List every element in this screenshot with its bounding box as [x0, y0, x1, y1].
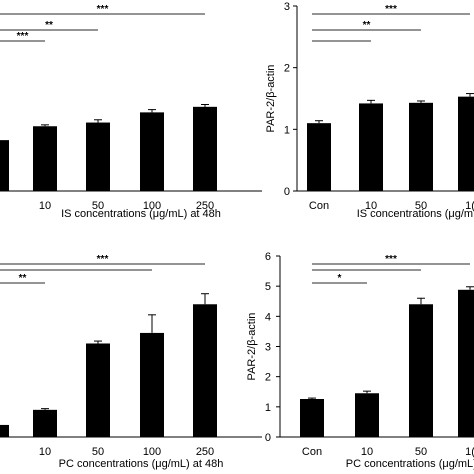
panel2-x-tick-label: 50: [415, 200, 427, 212]
panel2-bar: [307, 123, 331, 191]
panel1-significance-label: ***: [97, 4, 109, 15]
panel1-significance-label: ***: [17, 31, 29, 42]
panel4-bar: [409, 304, 433, 437]
panel4-x-tick-label: 10: [361, 446, 373, 458]
panel4-y-axis-title: PAR-2/β-actin: [246, 313, 258, 381]
panel1-bar: [0, 140, 9, 191]
panel2-x-tick-label: 10: [365, 200, 377, 212]
panel2-significance-label: ***: [385, 4, 397, 15]
panel4-y-tick-label: 4: [265, 311, 271, 323]
panel4-y-tick-label: 6: [265, 251, 271, 263]
panel3-bar: [140, 332, 164, 437]
panel2-bar: [458, 96, 474, 191]
panel2-y-tick-label: 3: [284, 1, 290, 13]
panel4-y-tick-label: 2: [265, 372, 271, 384]
panel3-x-tick-label: 100: [143, 446, 161, 458]
panel4-y-tick-label: 1: [265, 402, 271, 414]
panel1-x-tick-label: 250: [196, 200, 214, 212]
panel2-y-tick-label: 0: [284, 186, 290, 198]
panel4-y-tick-label: 3: [265, 342, 271, 354]
panel2-x-tick-label: 1(: [465, 200, 474, 212]
panel4-x-axis-title: PC concentrations (μg/mL) at 4: [346, 458, 474, 470]
panel3-significance-label: ***: [97, 254, 109, 265]
panel2-y-tick-label: 2: [284, 63, 290, 75]
panel2-y-tick-label: 1: [284, 124, 290, 136]
panel1-bar: [86, 122, 110, 191]
panel1-bar: [193, 106, 217, 191]
panel1-x-tick-label: 10: [39, 200, 51, 212]
panel1-bar: [140, 112, 164, 191]
panel3-bar: [0, 424, 9, 437]
panel1-significance-label: **: [45, 20, 53, 31]
panel3-x-axis-title: PC concentrations (μg/mL) at 48h: [59, 458, 224, 470]
panel3-bar: [33, 409, 57, 437]
panel4-y-tick-label: 0: [265, 432, 271, 444]
panel2-x-axis-title: IS concentrations (μg/mL) at 4: [357, 208, 474, 220]
panel4-x-tick-label: 1(: [465, 446, 474, 458]
panel4-y-tick-label: 5: [265, 281, 271, 293]
panel1-x-tick-label: 50: [92, 200, 104, 212]
panel2-x-tick-label: Con: [309, 200, 329, 212]
panel3-x-tick-label: 10: [39, 446, 51, 458]
panel2-bar: [359, 103, 383, 191]
panel2-bar: [409, 102, 433, 191]
panel1-x-tick-label: 100: [143, 200, 161, 212]
panel3-x-tick-label: 50: [92, 446, 104, 458]
panel4-significance-label: ***: [385, 254, 397, 265]
panel2-significance-label: **: [363, 20, 371, 31]
panel3-x-tick-label: 250: [196, 446, 214, 458]
panel4-significance-label: *: [338, 273, 342, 284]
panel4-bar: [355, 393, 379, 437]
panel4-bar: [458, 289, 474, 437]
panel1-bar: [33, 126, 57, 191]
panel1-x-axis-title: IS concentrations (μg/mL) at 48h: [61, 208, 221, 220]
panel3-significance-label: **: [19, 273, 27, 284]
panel4-x-tick-label: 50: [415, 446, 427, 458]
panel4-x-tick-label: Con: [302, 446, 322, 458]
panel4-bar: [300, 398, 324, 437]
panel3-bar: [193, 304, 217, 437]
panel3-bar: [86, 343, 110, 437]
panel2-y-axis-title: PAR-2/β-actin: [265, 65, 277, 133]
